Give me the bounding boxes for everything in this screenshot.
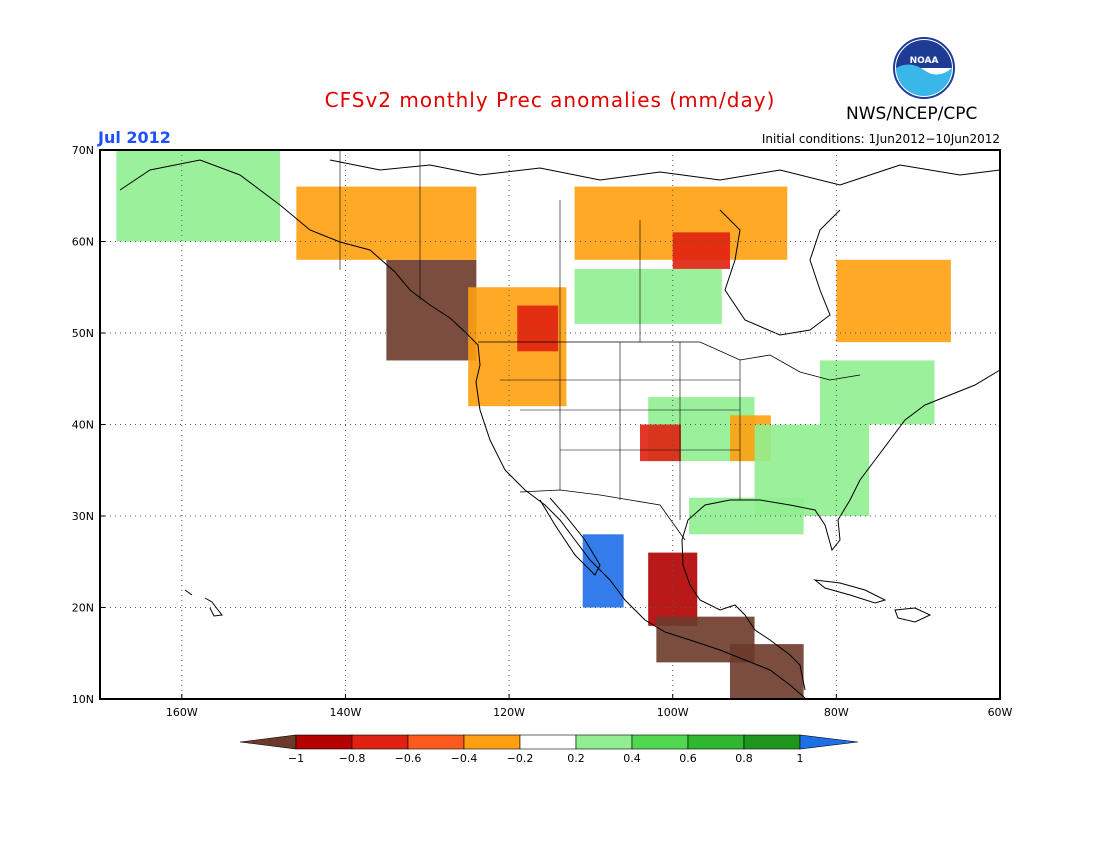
hispaniola-coastline	[894, 607, 932, 623]
cuba-coastline	[813, 579, 887, 604]
anomaly-region-yukon	[296, 186, 477, 260]
noaa-logo: NOAA	[893, 37, 955, 99]
lon-tick-label: 160W	[166, 706, 198, 719]
lat-tick-label: 10N	[72, 693, 94, 706]
colorbar-label: −1	[288, 752, 304, 765]
lat-tick-label: 70N	[72, 144, 94, 157]
canada-province-borders	[339, 150, 641, 342]
lon-tick-label: 80W	[824, 706, 849, 719]
lat-tick-label: 30N	[72, 510, 94, 523]
colorbar-label: 0.2	[567, 752, 585, 765]
colorbar-swatch	[687, 734, 745, 750]
lat-tick-label: 50N	[72, 327, 94, 340]
baja-coastline	[539, 497, 601, 576]
colorbar-swatch	[631, 734, 689, 750]
anomaly-region-northeast	[820, 360, 935, 425]
anomaly-region-alaska-north	[116, 150, 280, 242]
colorbar-label: −0.6	[395, 752, 422, 765]
lat-tick-label: 20N	[72, 602, 94, 615]
anomaly-region-quebec	[836, 259, 951, 343]
colorbar-label: 0.4	[623, 752, 641, 765]
anomaly-layer	[116, 150, 951, 699]
state-borders	[500, 342, 741, 520]
colorbar-swatch	[575, 734, 633, 750]
colorbar-label: 0.6	[679, 752, 697, 765]
chart-title: CFSv2 monthly Prec anomalies (mm/day)	[324, 88, 776, 112]
organization-label: NWS/NCEP/CPC	[846, 104, 978, 124]
lat-lon-grid	[100, 150, 1000, 699]
colorbar-swatch	[743, 734, 801, 750]
anomaly-region-northwest-mexico	[582, 534, 624, 608]
gulf-coastline	[681, 369, 1001, 691]
map-area: 160W 140W 120W 100W 80W 60W 70N 60N 50N 40N 30N 20N…	[72, 144, 1013, 719]
colorbar-swatch	[463, 734, 521, 750]
colorbar-label: −0.4	[451, 752, 478, 765]
colorbar-label: −0.8	[339, 752, 366, 765]
colorbar-label: 1	[797, 752, 804, 765]
colorbar-swatch	[519, 734, 577, 750]
lat-tick-label: 40N	[72, 419, 94, 432]
noaa-logo-text: NOAA	[910, 56, 939, 66]
colorbar: −1 −0.8 −0.6 −0.4 −0.2 0.2 0.4 0.6 0.8 1	[239, 734, 859, 765]
colorbar-swatch	[407, 734, 465, 750]
colorbar-label: 0.8	[735, 752, 753, 765]
anomaly-region-eastern-mexico	[648, 552, 698, 626]
hawaii-coastline	[184, 589, 223, 617]
anomaly-region-kansas	[640, 424, 681, 462]
lon-tick-label: 60W	[988, 706, 1013, 719]
lon-tick-label: 120W	[493, 706, 525, 719]
anomaly-region-central-america	[730, 644, 804, 699]
lat-tick-label: 60N	[72, 236, 94, 249]
anomaly-region-hudson-bay-west	[672, 232, 730, 269]
colorbar-swatch	[351, 734, 409, 750]
colorbar-swatch-max	[799, 734, 859, 750]
us-mexico-border	[519, 489, 686, 541]
anomaly-region-british-columbia	[517, 305, 559, 352]
lon-tick-label: 100W	[657, 706, 689, 719]
colorbar-swatch-min	[239, 734, 297, 750]
anomaly-region-prairies	[574, 268, 722, 324]
arctic-coastline	[329, 159, 1001, 186]
initial-conditions-label: Initial conditions: 1Jun2012−10Jun2012	[761, 132, 1000, 146]
colorbar-swatch	[295, 734, 353, 750]
colorbar-label: −0.2	[507, 752, 534, 765]
lon-tick-label: 140W	[330, 706, 362, 719]
forecast-month-label: Jul 2012	[98, 128, 171, 147]
anomaly-region-pacific-northwest-coast	[386, 259, 477, 361]
axis-ticks: 160W 140W 120W 100W 80W 60W 70N 60N 50N 40N 30N 20N…	[72, 144, 1013, 719]
anomaly-region-gulf-coast	[689, 497, 804, 535]
